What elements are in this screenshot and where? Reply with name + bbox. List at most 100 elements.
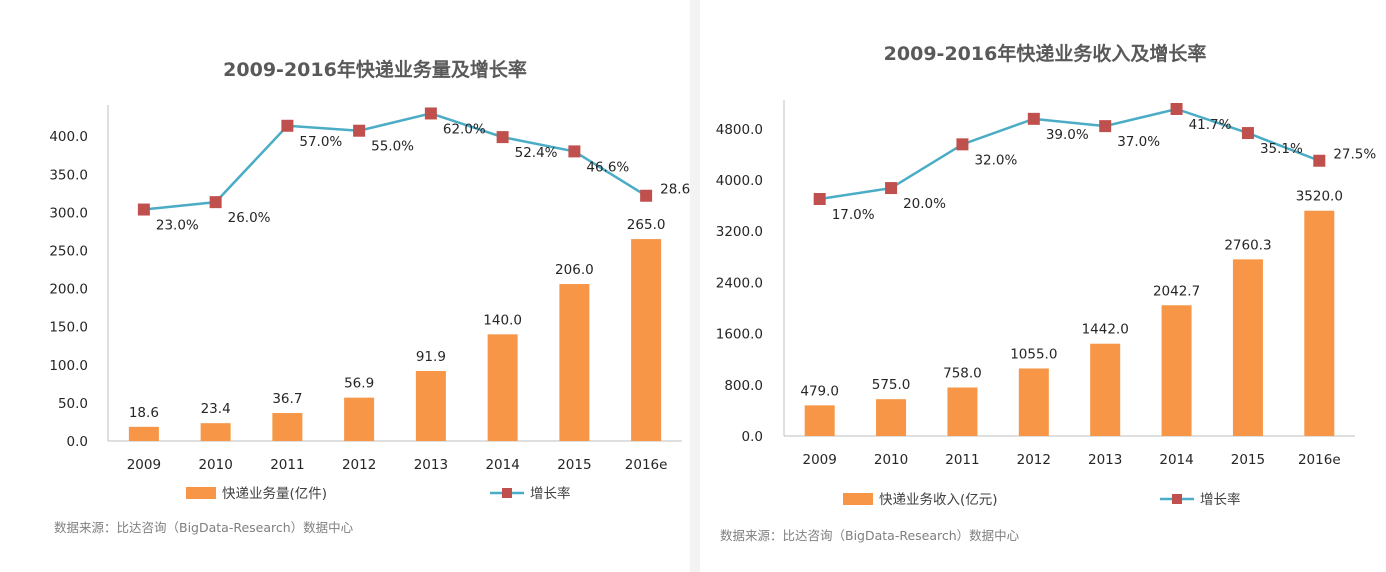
- bar: [272, 413, 303, 441]
- growth-rate-line: [819, 107, 1320, 201]
- bar: [876, 399, 907, 436]
- y-tick-label: 400.0: [49, 129, 88, 145]
- growth-rate-marker: [424, 107, 437, 120]
- growth-rate-label: 46.6%: [586, 159, 629, 175]
- bar: [1018, 368, 1049, 436]
- bar: [1161, 305, 1192, 436]
- bar: [487, 334, 518, 441]
- bar-data-label: 2042.7: [1153, 283, 1200, 299]
- growth-rate-marker: [885, 182, 898, 195]
- legend-swatch-marker: [1172, 494, 1182, 504]
- bar: [344, 397, 375, 441]
- bar-data-label: 91.9: [416, 349, 446, 365]
- growth-rate-marker: [1313, 154, 1326, 167]
- bar-data-label: 575.0: [872, 377, 911, 393]
- growth-rate-label: 26.0%: [228, 210, 271, 226]
- y-tick-label: 100.0: [49, 358, 88, 374]
- y-tick-label: 300.0: [49, 205, 88, 221]
- y-tick-label: 200.0: [49, 282, 88, 298]
- bar: [415, 370, 446, 441]
- growth-rate-marker: [956, 138, 969, 151]
- bar-data-label: 140.0: [483, 312, 522, 328]
- bar: [804, 405, 835, 436]
- growth-rate-marker: [813, 193, 826, 205]
- legend-swatch-bar: [186, 487, 216, 499]
- growth-rate-marker: [496, 131, 509, 144]
- bar-data-label: 36.7: [272, 391, 302, 407]
- growth-rate-marker: [1170, 103, 1183, 115]
- x-tick-label: 2014: [485, 457, 519, 473]
- y-tick-label: 800.0: [724, 378, 763, 394]
- bar-data-label: 56.9: [344, 376, 374, 392]
- bar: [1090, 343, 1121, 436]
- growth-rate-label: 52.4%: [515, 145, 558, 161]
- growth-rate-label: 28.6%: [660, 182, 690, 198]
- bar-data-label: 758.0: [943, 365, 982, 381]
- growth-rate-label: 35.1%: [1260, 141, 1303, 157]
- x-tick-label: 2010: [198, 457, 232, 473]
- y-tick-label: 3200.0: [716, 224, 763, 240]
- growth-rate-label: 39.0%: [1046, 127, 1089, 143]
- growth-rate-marker: [137, 203, 150, 216]
- growth-rate-label: 57.0%: [299, 134, 342, 150]
- x-tick-label: 2010: [874, 452, 908, 468]
- bar-data-label: 2760.3: [1224, 237, 1271, 253]
- legend-swatch-bar: [843, 493, 873, 505]
- growth-rate-line: [143, 112, 647, 211]
- source-note: 数据来源：比达咨询（BigData-Research）数据中心: [720, 528, 1020, 543]
- y-tick-label: 250.0: [49, 244, 88, 260]
- chart-title: 2009-2016年快递业务量及增长率: [223, 58, 527, 81]
- bar: [559, 284, 590, 441]
- growth-rate-label: 23.0%: [156, 218, 199, 234]
- legend-swatch-marker: [502, 488, 512, 498]
- y-tick-label: 1600.0: [716, 327, 763, 343]
- growth-rate-label: 62.0%: [443, 121, 486, 137]
- growth-rate-marker: [568, 145, 581, 158]
- x-tick-label: 2009: [127, 457, 161, 473]
- y-tick-label: 50.0: [58, 396, 88, 412]
- legend-label-line: 增长率: [530, 485, 571, 502]
- bar-data-label: 1055.0: [1010, 346, 1057, 362]
- bar-data-label: 1442.0: [1082, 322, 1129, 338]
- growth-rate-marker: [281, 119, 294, 132]
- chart-volume: 2009-2016年快递业务量及增长率 0.0 50.0 100.0 150.0 200.…: [49, 58, 690, 535]
- x-tick-label: 2014: [1159, 452, 1193, 468]
- x-tick-label: 2012: [1017, 452, 1051, 468]
- bar-data-label: 18.6: [129, 405, 159, 421]
- y-tick-label: 350.0: [49, 167, 88, 183]
- panel-divider: [690, 0, 700, 572]
- x-tick-label: 2011: [270, 457, 304, 473]
- chart-revenue: 2009-2016年快递业务收入及增长率 0.0 800.0 1600.0 2400.0…: [716, 42, 1377, 543]
- bar-data-label: 479.0: [800, 383, 839, 399]
- x-tick-label: 2012: [342, 457, 376, 473]
- growth-rate-label: 37.0%: [1117, 134, 1160, 150]
- chart-panel-revenue: 2009-2016年快递业务收入及增长率 0.0 800.0 1600.0 2400.0…: [700, 0, 1386, 572]
- x-tick-label: 2016e: [1298, 452, 1341, 468]
- bar: [1232, 259, 1263, 436]
- growth-rate-marker: [209, 196, 222, 209]
- x-tick-label: 2016e: [625, 457, 668, 473]
- legend-label-line: 增长率: [1200, 491, 1241, 508]
- x-tick-label: 2015: [1231, 452, 1265, 468]
- bar-data-label: 206.0: [555, 262, 594, 278]
- bar-data-label: 3520.0: [1296, 189, 1343, 205]
- x-tick-label: 2009: [803, 452, 837, 468]
- growth-rate-label: 20.0%: [903, 196, 946, 212]
- growth-rate-marker: [1099, 120, 1112, 133]
- growth-rate-marker: [1027, 112, 1040, 125]
- legend-label-bar: 快递业务量(亿件): [222, 486, 327, 502]
- chart-panel-volume: 2009-2016年快递业务量及增长率 0.0 50.0 100.0 150.0 200.…: [0, 0, 690, 572]
- bar: [200, 423, 231, 441]
- y-tick-label: 2400.0: [716, 275, 763, 291]
- growth-rate-marker: [353, 124, 366, 137]
- y-tick-label: 4800.0: [716, 122, 763, 138]
- x-tick-label: 2013: [1088, 452, 1122, 468]
- y-tick-label: 4000.0: [716, 173, 763, 189]
- bar: [128, 426, 159, 441]
- y-tick-label: 150.0: [49, 320, 88, 336]
- x-tick-label: 2015: [557, 457, 591, 473]
- x-tick-label: 2011: [945, 452, 979, 468]
- bar-data-label: 23.4: [201, 401, 231, 417]
- growth-rate-marker: [1241, 127, 1254, 140]
- bar: [1304, 210, 1335, 436]
